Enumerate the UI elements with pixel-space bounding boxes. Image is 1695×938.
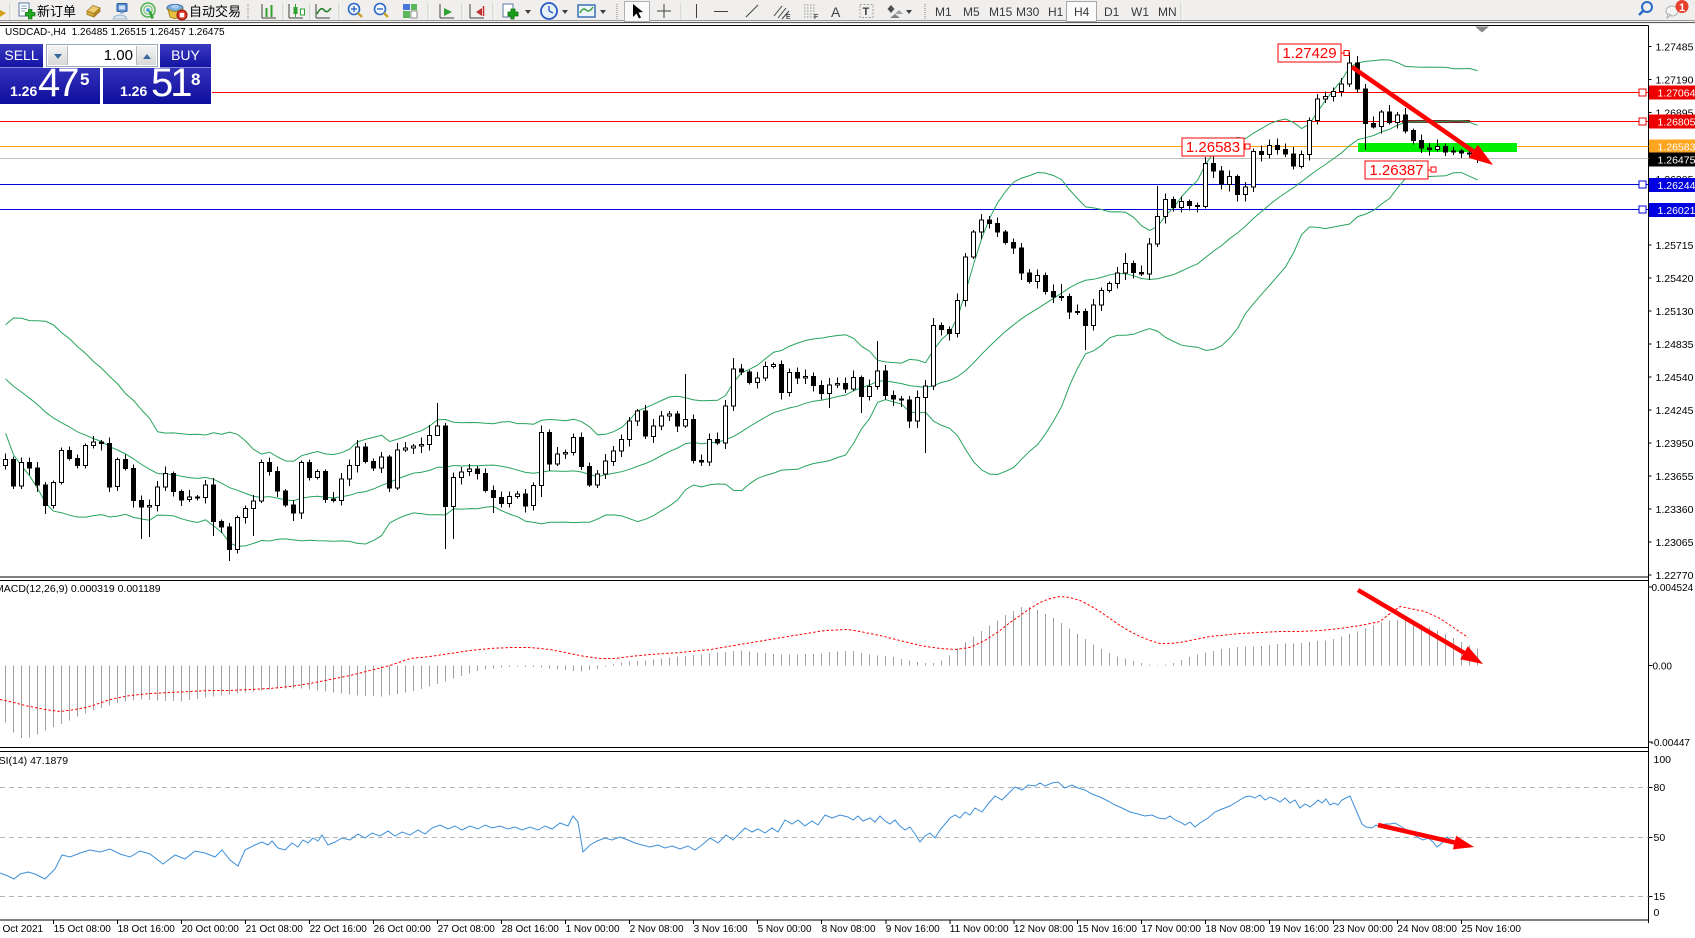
- svg-text:MACD(12,26,9) 0.000319 0.00118: MACD(12,26,9) 0.000319 0.001189: [0, 583, 161, 595]
- svg-text:28 Oct 16:00: 28 Oct 16:00: [502, 924, 560, 935]
- svg-text:USDCAD-,H4 1.26485 1.26515 1.: USDCAD-,H4 1.26485 1.26515 1.26457 1.264…: [5, 27, 225, 38]
- svg-text:21 Oct 08:00: 21 Oct 08:00: [246, 924, 304, 935]
- svg-text:23 Nov 00:00: 23 Nov 00:00: [1333, 924, 1393, 935]
- svg-text:20 Oct 00:00: 20 Oct 00:00: [182, 924, 240, 935]
- svg-text:22 Oct 16:00: 22 Oct 16:00: [310, 924, 368, 935]
- svg-text:2 Nov 08:00: 2 Nov 08:00: [630, 924, 684, 935]
- svg-text:1.26387: 1.26387: [1369, 162, 1423, 179]
- svg-text:1.27190: 1.27190: [1656, 75, 1694, 87]
- svg-text:M15: M15: [989, 5, 1013, 19]
- svg-text:D1: D1: [1104, 5, 1120, 19]
- svg-text:18 Oct 16:00: 18 Oct 16:00: [118, 924, 176, 935]
- svg-text:5 Nov 00:00: 5 Nov 00:00: [758, 924, 812, 935]
- svg-text:1: 1: [1679, 2, 1685, 14]
- svg-text:1.25130: 1.25130: [1656, 306, 1694, 318]
- svg-text:RSI(14) 47.1879: RSI(14) 47.1879: [0, 755, 68, 767]
- svg-text:1.26805: 1.26805: [1658, 117, 1695, 129]
- svg-text:100: 100: [1654, 754, 1672, 766]
- svg-text:1.24835: 1.24835: [1656, 339, 1694, 351]
- svg-text:A: A: [831, 4, 841, 20]
- svg-text:T: T: [863, 6, 870, 18]
- svg-text:-0.00447: -0.00447: [1651, 738, 1691, 749]
- svg-text:0.00: 0.00: [1653, 662, 1673, 673]
- svg-text:1.23950: 1.23950: [1656, 438, 1694, 450]
- svg-text:1.26475: 1.26475: [1658, 154, 1695, 166]
- svg-text:1.24540: 1.24540: [1656, 372, 1694, 384]
- svg-text:15 Oct 08:00: 15 Oct 08:00: [54, 924, 112, 935]
- svg-text:1.26583: 1.26583: [1186, 139, 1240, 156]
- svg-text:1.22770: 1.22770: [1656, 570, 1694, 582]
- svg-text:8 Nov 08:00: 8 Nov 08:00: [822, 924, 876, 935]
- svg-text:H4: H4: [1074, 5, 1090, 19]
- svg-text:0.004524: 0.004524: [1652, 583, 1694, 594]
- svg-text:11 Nov 00:00: 11 Nov 00:00: [950, 924, 1009, 935]
- svg-text:1.26583: 1.26583: [1658, 142, 1695, 154]
- svg-text:15 Nov 16:00: 15 Nov 16:00: [1077, 924, 1137, 935]
- svg-text:M30: M30: [1016, 5, 1040, 19]
- svg-text:24 Nov 08:00: 24 Nov 08:00: [1397, 924, 1457, 935]
- svg-text:1.23655: 1.23655: [1656, 471, 1694, 483]
- svg-text:3 Nov 16:00: 3 Nov 16:00: [694, 924, 748, 935]
- svg-text:M1: M1: [935, 5, 952, 19]
- svg-text:Oct 2021: Oct 2021: [3, 924, 44, 935]
- svg-text:E: E: [786, 14, 791, 21]
- svg-text:1.25715: 1.25715: [1656, 240, 1694, 252]
- svg-text:1.26021: 1.26021: [1658, 205, 1695, 217]
- svg-text:1.24245: 1.24245: [1656, 405, 1694, 417]
- svg-text:W1: W1: [1131, 5, 1149, 19]
- svg-text:H1: H1: [1048, 5, 1064, 19]
- svg-text:1 Nov 00:00: 1 Nov 00:00: [566, 924, 620, 935]
- svg-text:0: 0: [1654, 907, 1660, 919]
- svg-text:17 Nov 00:00: 17 Nov 00:00: [1141, 924, 1201, 935]
- svg-text:1.27485: 1.27485: [1656, 42, 1694, 54]
- svg-text:1.26244: 1.26244: [1658, 180, 1695, 192]
- svg-text:1.27064: 1.27064: [1658, 88, 1695, 100]
- svg-text:1.23360: 1.23360: [1656, 504, 1694, 516]
- svg-text:80: 80: [1654, 782, 1666, 794]
- svg-text:M5: M5: [963, 5, 980, 19]
- svg-text:26 Oct 00:00: 26 Oct 00:00: [374, 924, 432, 935]
- svg-text:15: 15: [1654, 891, 1666, 903]
- svg-text:F: F: [814, 14, 818, 21]
- svg-text:MN: MN: [1158, 5, 1177, 19]
- svg-text:12 Nov 08:00: 12 Nov 08:00: [1014, 924, 1074, 935]
- svg-text:1.23065: 1.23065: [1656, 537, 1694, 549]
- svg-text:1.27429: 1.27429: [1282, 45, 1336, 62]
- svg-text:1.25420: 1.25420: [1656, 273, 1694, 285]
- svg-text:新订单: 新订单: [37, 4, 76, 19]
- svg-text:50: 50: [1654, 832, 1666, 844]
- svg-text:9 Nov 16:00: 9 Nov 16:00: [886, 924, 940, 935]
- svg-text:自动交易: 自动交易: [189, 4, 241, 19]
- svg-text:27 Oct 08:00: 27 Oct 08:00: [438, 924, 496, 935]
- svg-text:25 Nov 16:00: 25 Nov 16:00: [1461, 924, 1521, 935]
- svg-text:19 Nov 16:00: 19 Nov 16:00: [1269, 924, 1329, 935]
- svg-text:18 Nov 08:00: 18 Nov 08:00: [1205, 924, 1265, 935]
